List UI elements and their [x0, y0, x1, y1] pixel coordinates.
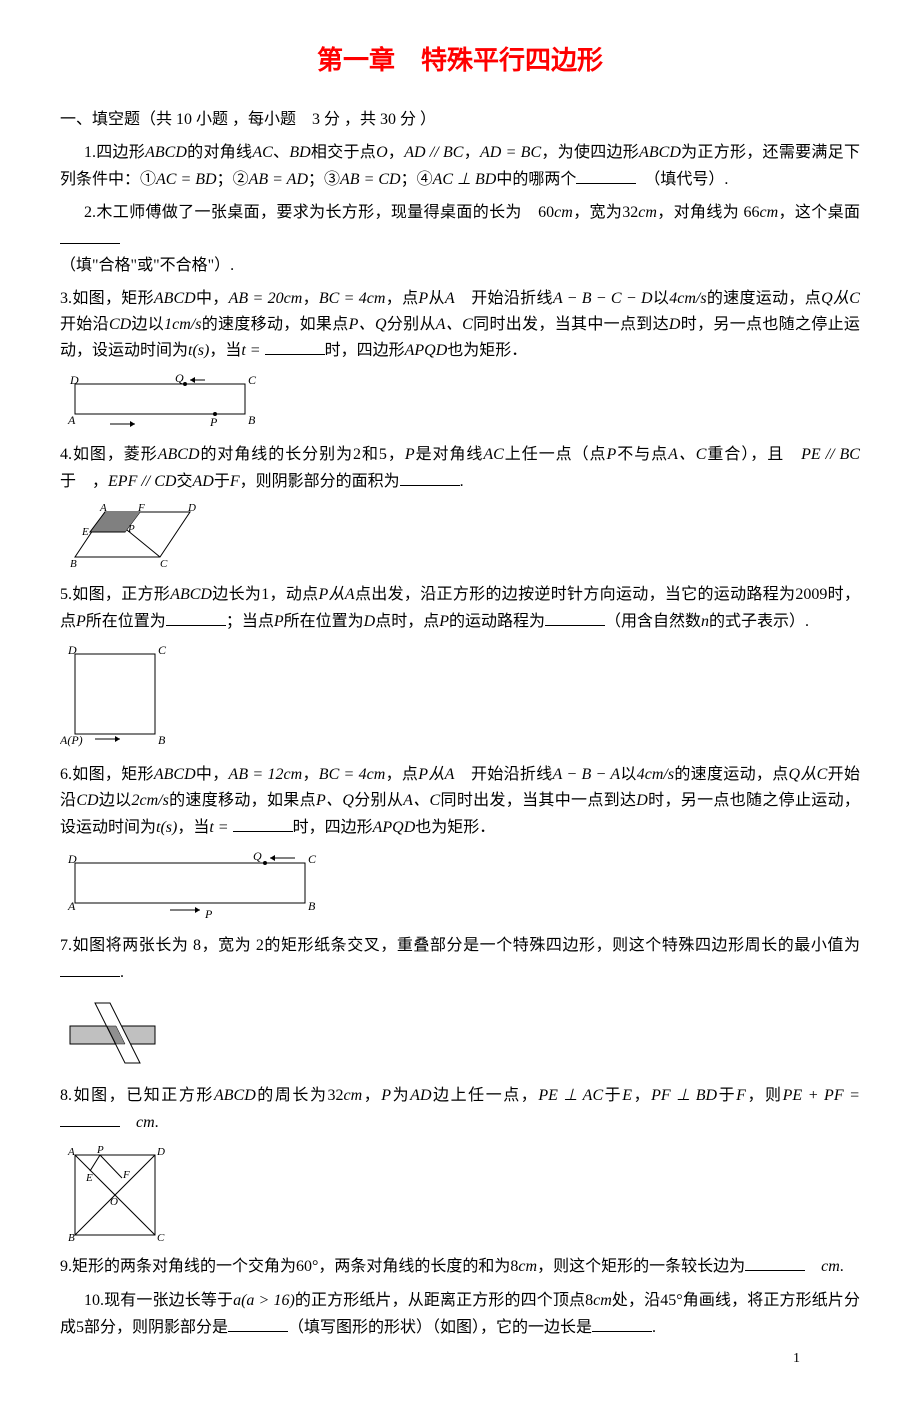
question-6: 6.如图，矩形ABCD中，AB = 12cm，BC = 4cm，点P从A 开始沿…: [60, 762, 860, 840]
cross-strips-icon: [60, 993, 170, 1073]
question-3: 3.如图，矩形ABCD中，AB = 20cm，BC = 4cm，点P从A 开始沿…: [60, 286, 860, 364]
rhombus-diagram-icon: A F D E P B C: [60, 502, 220, 572]
blank-q3: [265, 337, 325, 355]
question-10: 10.现有一张边长等于a(a > 16)的正方形纸片，从距离正方形的四个顶点8c…: [60, 1288, 860, 1340]
svg-text:O: O: [110, 1196, 118, 1208]
square-diagram-icon: D C A(P) B: [60, 642, 180, 752]
svg-text:B: B: [308, 899, 316, 913]
chapter-title: 第一章 特殊平行四边形: [60, 40, 860, 82]
question-5: 5.如图，正方形ABCD边长为1，动点P从A点出发，沿正方形的边按逆时针方向运动…: [60, 582, 860, 634]
svg-text:E: E: [85, 1172, 93, 1184]
figure-q7: [60, 993, 860, 1073]
svg-text:A: A: [67, 413, 76, 427]
section-header: 一、填空题（共 10 小题 ，每小题 3 分 ，共 30 分 ）: [60, 107, 860, 133]
figure-q5: D C A(P) B: [60, 642, 860, 752]
svg-text:B: B: [158, 733, 166, 747]
svg-text:D: D: [156, 1146, 165, 1158]
rectangle-diagram-icon: D C A B Q P: [60, 372, 260, 432]
svg-text:B: B: [70, 558, 77, 570]
svg-text:A(P): A(P): [60, 733, 83, 747]
question-2: 2.木工师傅做了一张桌面，要求为长方形，现量得桌面的长为 60cm，宽为32cm…: [60, 200, 860, 278]
svg-text:D: D: [187, 502, 196, 514]
question-9: 9.矩形的两条对角线的一个交角为60°，两条对角线的长度的和为8cm，则这个矩形…: [60, 1253, 860, 1280]
blank-q6: [233, 814, 293, 832]
blank-q1: [576, 166, 636, 184]
page-number: 1: [793, 1348, 800, 1370]
svg-text:A: A: [67, 899, 76, 913]
rectangle-diagram-icon: D C A B Q P: [60, 848, 330, 923]
svg-text:P: P: [204, 907, 213, 921]
square-diagonals-icon: A P D E F O B C: [60, 1143, 180, 1243]
blank-q10b: [592, 1314, 652, 1332]
svg-text:B: B: [68, 1232, 75, 1243]
svg-text:C: C: [157, 1232, 165, 1243]
blank-q5b: [545, 608, 605, 626]
question-4: 4.如图，菱形ABCD的对角线的长分别为2和5，P是对角线AC上任一点（点P不与…: [60, 442, 860, 494]
svg-text:F: F: [137, 502, 145, 514]
svg-text:A: A: [99, 502, 107, 514]
question-1: 1.四边形ABCD的对角线AC、BD相交于点O，AD // BC，AD = BC…: [60, 140, 860, 192]
figure-q4: A F D E P B C: [60, 502, 860, 572]
blank-q8: [60, 1109, 120, 1127]
svg-text:E: E: [81, 526, 89, 538]
figure-q8: A P D E F O B C: [60, 1143, 860, 1243]
svg-text:P: P: [127, 523, 135, 535]
svg-text:Q: Q: [175, 372, 184, 385]
svg-text:D: D: [67, 643, 77, 657]
question-7: 7.如图将两张长为 8，宽为 2的矩形纸条交叉，重叠部分是一个特殊四边形，则这个…: [60, 933, 860, 985]
svg-text:D: D: [69, 373, 79, 387]
svg-text:C: C: [158, 643, 167, 657]
svg-text:P: P: [96, 1144, 104, 1156]
svg-text:C: C: [160, 558, 168, 570]
svg-text:A: A: [67, 1146, 75, 1158]
svg-text:D: D: [67, 852, 77, 866]
svg-text:C: C: [248, 373, 257, 387]
blank-q10a: [228, 1314, 288, 1332]
svg-text:C: C: [308, 852, 317, 866]
svg-text:Q: Q: [253, 849, 262, 863]
figure-q6: D C A B Q P: [60, 848, 860, 923]
blank-q4: [400, 468, 460, 486]
blank-q5a: [166, 608, 226, 626]
question-8: 8.如图，已知正方形ABCD的周长为32cm，P为AD边上任一点，PE ⊥ AC…: [60, 1083, 860, 1135]
blank-q2: [60, 226, 120, 244]
svg-text:F: F: [122, 1169, 130, 1181]
svg-text:P: P: [209, 415, 218, 429]
figure-q3: D C A B Q P: [60, 372, 860, 432]
blank-q7: [60, 959, 120, 977]
svg-text:B: B: [248, 413, 256, 427]
blank-q9: [745, 1253, 805, 1271]
